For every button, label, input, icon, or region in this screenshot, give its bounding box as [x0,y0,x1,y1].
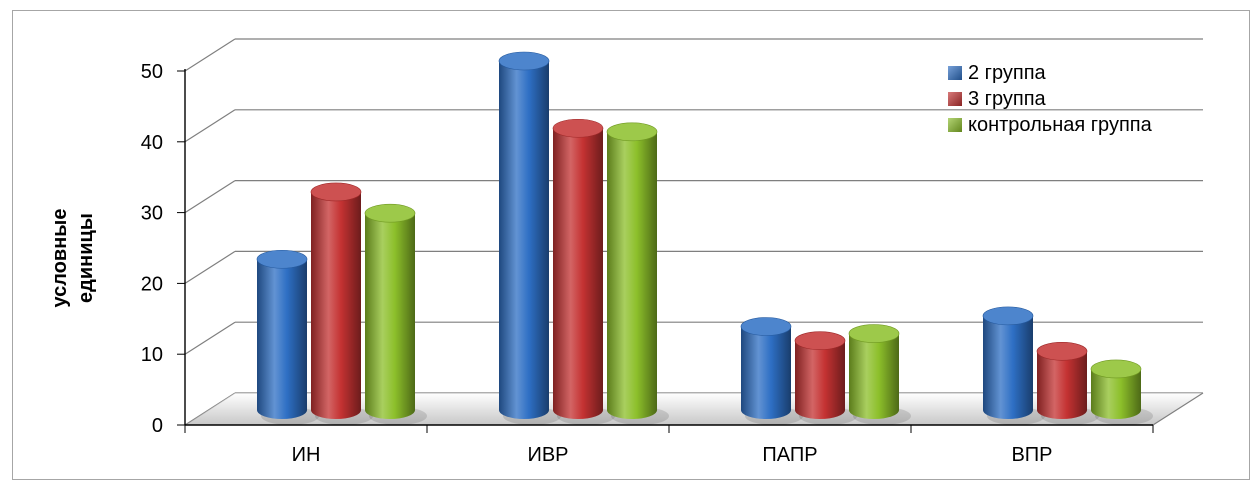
bar [310,182,373,425]
gridline-diagonal [184,321,236,355]
gridline-diagonal [184,109,236,143]
bar-top [740,317,792,336]
y-axis-label-line-1: условные [49,209,71,308]
y-axis-label-line-2: единицы [75,213,97,303]
bar-body [257,259,307,419]
bar-top [1090,359,1142,379]
x-tick-label: ИВР [527,444,568,466]
y-tick-label: 20 [141,273,163,295]
legend-item: 3 группа [948,88,1047,110]
bar-top [982,306,1034,326]
bar-body [741,326,791,419]
x-tick-label: ИН [292,444,321,466]
bar-top [552,118,604,138]
legend-swatch [948,118,962,132]
y-tick-label: 0 [152,415,163,437]
bar [364,203,427,425]
bar [848,324,911,425]
legend-label: 3 группа [968,88,1047,110]
bar-top [606,122,658,142]
bar [740,317,803,425]
bar [1036,341,1099,425]
legend-item: 2 группа [948,62,1047,84]
bar-top [848,324,900,343]
bar-top [794,331,846,350]
y-tick-label: 50 [141,61,163,83]
bar-top [1036,341,1088,361]
bar-top [310,182,362,202]
bar-body [607,131,657,420]
bar-body [1037,351,1087,419]
legend-label: 2 группа [968,62,1047,84]
bar-top [364,203,416,223]
x-tick-label: ВПР [1011,444,1052,466]
bar-body [1091,368,1141,419]
floor-edge [1152,392,1204,426]
legend-swatch [948,92,962,106]
bar [794,331,857,425]
bar-body [795,340,845,419]
floor-plane [185,393,1203,425]
chart-floor [185,392,1204,426]
gridline-diagonal [184,38,236,72]
bar [606,122,669,425]
legend: 2 группа 3 группа контрольная группа [948,62,1153,136]
bar [552,118,615,425]
bar-body [983,315,1033,419]
y-tick-label: 30 [141,203,163,225]
legend-label: контрольная группа [968,114,1153,136]
legend-swatch [948,66,962,80]
bars [256,51,1153,425]
axes [177,69,1154,433]
bar-top [256,249,308,269]
bar-body [365,213,415,419]
y-tick-label: 40 [141,132,163,154]
bar-body [849,333,899,419]
bar [1090,359,1153,425]
legend-item: контрольная группа [948,114,1153,136]
bar [256,249,319,425]
bar-body [499,61,549,419]
bar-body [553,128,603,419]
bar-body [311,191,361,419]
bar [498,51,561,425]
bar [982,306,1045,425]
gridline-diagonal [184,180,236,214]
labels: условные единицы 0 10 20 30 40 50 ИН ИВР ПАПР ВПР [49,61,1053,466]
bar-top [498,51,550,71]
x-tick-label: ПАПР [762,444,817,466]
gridline-diagonal [184,250,236,284]
y-tick-label: 10 [141,344,163,366]
